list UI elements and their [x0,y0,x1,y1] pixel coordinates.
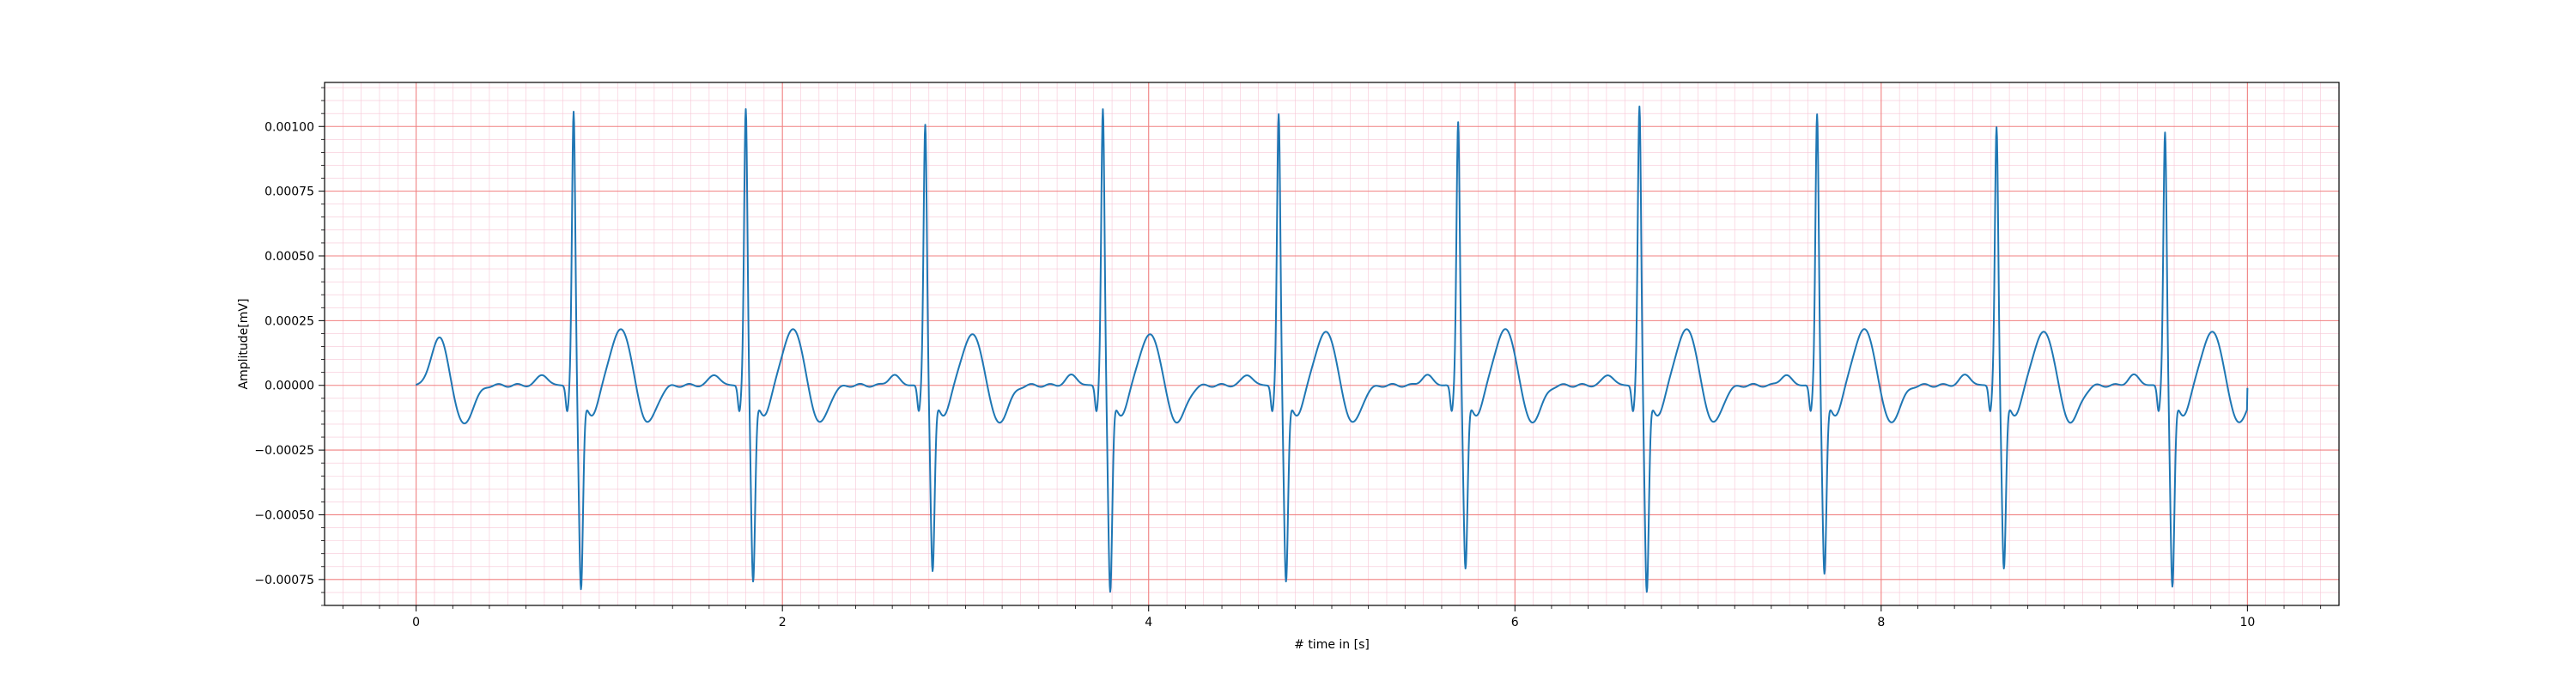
y-tick-label: −0.00025 [254,444,314,458]
y-tick-label: 0.00000 [264,380,314,393]
x-axis-label: # time in [s] [1294,638,1370,652]
axis-ticks: 0 2 4 6 8 10 0.00100 0.00075 0.00050 0.00025 0.000… [254,87,2322,629]
x-tick-label: 4 [1145,616,1152,629]
series [415,105,2249,593]
x-tick-label: 8 [1877,616,1885,629]
y-tick-label: 0.00050 [264,250,314,264]
grid [324,82,2340,606]
ecg-signal-line [415,105,2249,593]
y-axis-label: Amplitude[mV] [237,299,251,390]
x-tick-label: 2 [779,616,787,629]
y-tick-label: 0.00075 [264,185,314,199]
y-tick-label: −0.00050 [254,508,314,522]
x-tick-label: 6 [1511,616,1519,629]
x-tick-label: 10 [2239,616,2255,629]
y-tick-label: −0.00075 [254,574,314,587]
x-tick-label: 0 [412,616,420,629]
y-tick-label: 0.00100 [264,120,314,134]
y-tick-label: 0.00025 [264,314,314,328]
